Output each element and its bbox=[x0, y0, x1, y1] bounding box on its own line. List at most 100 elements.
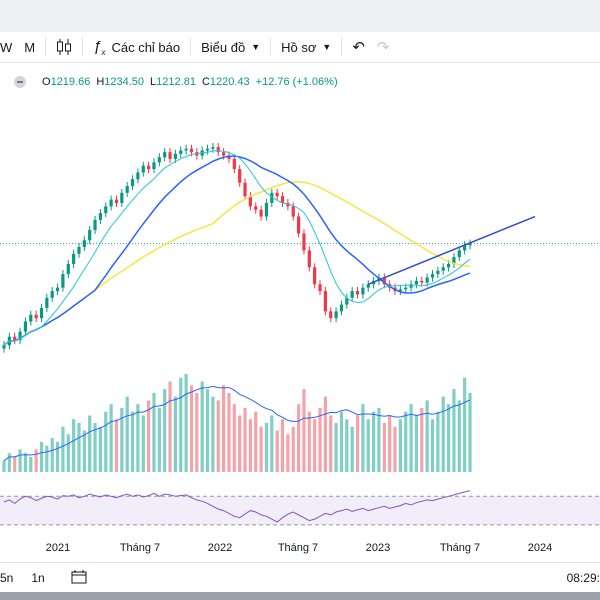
volume-bar bbox=[430, 419, 435, 472]
undo-icon: ↶ bbox=[352, 39, 365, 56]
candle bbox=[232, 158, 236, 170]
profile-button[interactable]: Hồ sơ ▼ bbox=[275, 32, 337, 62]
low-label: L bbox=[150, 76, 157, 88]
candle bbox=[34, 314, 38, 319]
trend-line bbox=[367, 215, 536, 285]
volume-bar bbox=[184, 374, 188, 472]
volume-bar bbox=[61, 426, 65, 472]
candle bbox=[93, 219, 97, 231]
candle bbox=[238, 169, 242, 183]
candle bbox=[457, 250, 461, 258]
window-bottom-edge bbox=[0, 592, 600, 600]
candle bbox=[425, 277, 429, 283]
candles-icon[interactable] bbox=[50, 32, 78, 62]
volume-bar bbox=[264, 423, 269, 472]
volume-bar bbox=[366, 419, 370, 472]
volume-bar bbox=[173, 396, 178, 472]
chart-type-button[interactable]: Biểu đồ ▼ bbox=[195, 32, 266, 62]
candle bbox=[82, 240, 86, 247]
candle bbox=[168, 152, 172, 159]
volume-bar bbox=[420, 407, 424, 472]
volume-bar bbox=[441, 396, 445, 472]
candle bbox=[355, 291, 360, 295]
candle bbox=[270, 192, 274, 203]
candle bbox=[345, 297, 349, 305]
volume-bar bbox=[280, 419, 285, 472]
price-chart[interactable] bbox=[0, 62, 600, 538]
time-tick: Tháng 7 bbox=[119, 542, 161, 554]
volume-bar bbox=[409, 404, 413, 472]
redo-button[interactable]: ↷ bbox=[371, 32, 396, 62]
candle bbox=[104, 206, 108, 214]
time-axis: 2021 Tháng 7 2022 Tháng 7 2023 Tháng 7 2… bbox=[0, 538, 600, 560]
candle bbox=[205, 148, 210, 151]
candle bbox=[88, 230, 92, 241]
candle bbox=[313, 267, 317, 285]
time-tick: Tháng 7 bbox=[277, 542, 319, 554]
volume-bar bbox=[313, 419, 317, 472]
volume-bar bbox=[243, 407, 247, 472]
volume-bar bbox=[141, 415, 145, 472]
interval-w-button[interactable]: W bbox=[0, 39, 13, 55]
candle bbox=[173, 153, 178, 159]
candle bbox=[211, 147, 215, 149]
volume-bar bbox=[404, 411, 408, 472]
volume-bar bbox=[259, 426, 263, 472]
candle bbox=[157, 157, 161, 163]
candle bbox=[334, 311, 338, 319]
volume-bar bbox=[446, 404, 451, 472]
volume-bar bbox=[104, 411, 108, 472]
volume-bar bbox=[120, 407, 124, 472]
volume-bar bbox=[157, 407, 161, 472]
rsi-band bbox=[0, 496, 600, 525]
time-tick: 2024 bbox=[527, 542, 553, 554]
price-pane bbox=[0, 143, 600, 353]
volume-bar bbox=[463, 377, 467, 472]
time-tick: Tháng 7 bbox=[439, 542, 481, 554]
volume-bar bbox=[371, 411, 376, 472]
volume-bar bbox=[355, 415, 360, 472]
volume-bar bbox=[39, 441, 44, 472]
volume-bar bbox=[109, 404, 113, 472]
open-value: 1219.66 bbox=[50, 76, 91, 88]
range-5n-button[interactable]: 5n bbox=[0, 571, 14, 585]
candle bbox=[216, 147, 220, 153]
volume-bar bbox=[205, 389, 210, 472]
window-title-bar bbox=[0, 0, 600, 33]
candle bbox=[29, 314, 33, 322]
volume-bar bbox=[72, 419, 76, 472]
volume-bar bbox=[388, 415, 392, 472]
volume-bar bbox=[329, 415, 333, 472]
volume-bar bbox=[468, 392, 472, 472]
candle bbox=[66, 263, 70, 275]
candle bbox=[77, 247, 81, 254]
candle bbox=[307, 250, 311, 268]
date-range-button[interactable] bbox=[65, 569, 93, 587]
volume-bar bbox=[414, 415, 419, 472]
volume-bar bbox=[334, 423, 338, 472]
candle bbox=[227, 155, 231, 159]
candle bbox=[446, 263, 451, 268]
volume-bar bbox=[382, 423, 386, 472]
volume-bar bbox=[163, 389, 167, 472]
rsi-pane bbox=[0, 490, 600, 526]
interval-m-button[interactable]: M bbox=[24, 39, 36, 55]
undo-button[interactable]: ↶ bbox=[346, 32, 371, 62]
candle bbox=[441, 267, 445, 271]
indicators-button[interactable]: ƒx Các chỉ báo bbox=[87, 32, 186, 62]
range-1n-button[interactable]: 1n bbox=[31, 571, 45, 585]
volume-bar bbox=[2, 460, 6, 472]
redo-icon: ↷ bbox=[376, 39, 390, 56]
rsi-line bbox=[3, 490, 471, 523]
candle bbox=[147, 165, 151, 170]
toolbar-divider bbox=[82, 38, 84, 56]
candle bbox=[222, 152, 226, 156]
volume-bar bbox=[200, 381, 204, 472]
candle bbox=[179, 150, 183, 154]
volume-bar bbox=[457, 400, 461, 472]
volume-bar bbox=[238, 415, 242, 472]
collapse-legend-icon[interactable] bbox=[14, 76, 26, 88]
volume-bar bbox=[7, 453, 11, 472]
candle bbox=[404, 287, 408, 290]
time-tick: 2022 bbox=[207, 542, 233, 554]
